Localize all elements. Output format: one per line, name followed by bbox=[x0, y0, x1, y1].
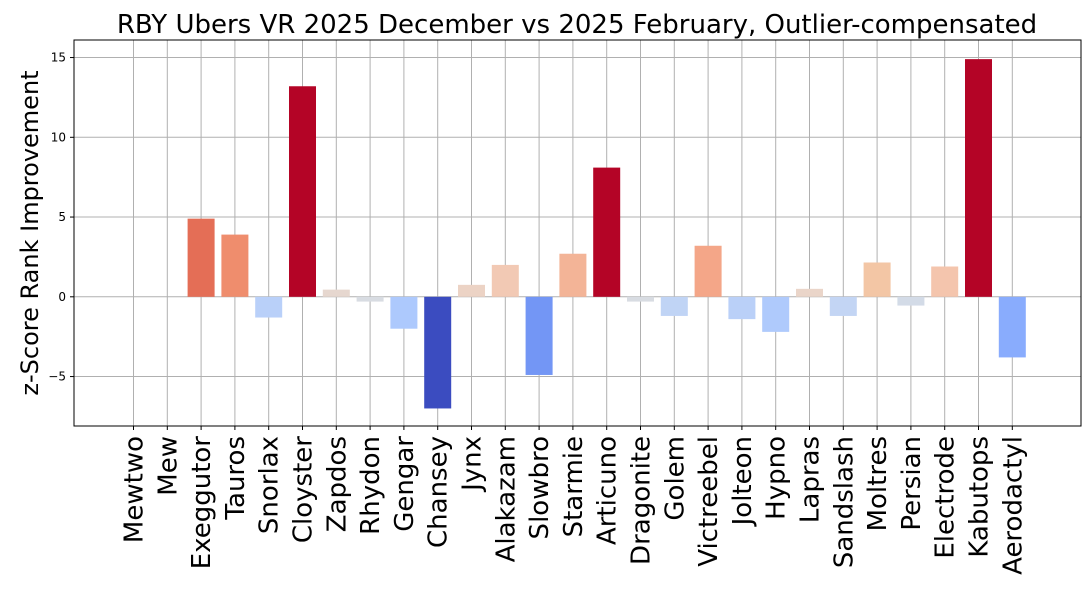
y-ticks: −5 0 5 10 15 bbox=[48, 51, 74, 384]
x-tick-label: Golem bbox=[660, 436, 690, 521]
x-tick-label: Jolteon bbox=[728, 436, 758, 527]
bar-zapdos bbox=[322, 289, 350, 297]
plot-frame bbox=[73, 39, 1082, 427]
axes-layer bbox=[73, 39, 1082, 427]
x-tick-label: Articuno bbox=[593, 436, 623, 545]
bar-alakazam bbox=[491, 264, 519, 297]
y-tick-label: 0 bbox=[58, 290, 66, 304]
x-tick-label: Persian bbox=[897, 436, 927, 531]
bar-moltres bbox=[863, 262, 891, 297]
x-tick-label: Jynx bbox=[458, 436, 488, 493]
bar-persian bbox=[897, 296, 925, 306]
x-tick-label: Starmie bbox=[559, 436, 589, 537]
x-tick-label: Kabutops bbox=[965, 436, 995, 558]
y-tick-label: 10 bbox=[51, 130, 66, 144]
y-tick-label: 5 bbox=[58, 210, 66, 224]
x-tick-label: Tauros bbox=[221, 436, 251, 521]
bar-aerodactyl bbox=[998, 296, 1026, 358]
bar-kabutops bbox=[965, 59, 992, 297]
bar-dragonite bbox=[627, 296, 654, 302]
x-tick-label: Hypno bbox=[762, 436, 792, 520]
bar-slowbro bbox=[525, 296, 553, 375]
bar-gengar bbox=[390, 296, 418, 329]
x-tick-label: Victreebel bbox=[694, 436, 724, 567]
x-tick-label: Aerodactyl bbox=[998, 436, 1028, 575]
bar-snorlax bbox=[255, 296, 283, 318]
x-tick-label: Snorlax bbox=[255, 436, 285, 534]
bar-hypno bbox=[762, 296, 790, 332]
bar-jolteon bbox=[728, 296, 756, 320]
y-tick-label: −5 bbox=[48, 370, 66, 384]
bars-layer bbox=[187, 59, 1026, 409]
x-tick-label: Exeggutor bbox=[187, 436, 217, 570]
bar-chansey bbox=[424, 296, 452, 409]
grid-layer bbox=[74, 40, 1081, 426]
x-tick-label: Slowbro bbox=[525, 436, 555, 539]
x-tick-label: Electrode bbox=[931, 436, 961, 559]
bar-tauros bbox=[221, 234, 249, 297]
x-tick-label: Rhydon bbox=[356, 436, 386, 535]
x-tick-label: Chansey bbox=[424, 436, 454, 548]
x-ticks: Mewtwo Mew Exeggutor Tauros Snorlax Cloyster Z… bbox=[120, 426, 1028, 575]
bar-jynx bbox=[458, 284, 485, 297]
x-tick-label: Lapras bbox=[796, 436, 826, 523]
chart-title: RBY Ubers VR 2025 December vs 2025 Febru… bbox=[117, 10, 1037, 40]
x-tick-label: Moltres bbox=[863, 436, 893, 531]
x-tick-label: Zapdos bbox=[322, 436, 352, 532]
bar-victreebel bbox=[694, 245, 722, 297]
x-tick-label: Cloyster bbox=[289, 436, 319, 543]
y-tick-label: 15 bbox=[51, 51, 66, 65]
bar-golem bbox=[660, 296, 688, 316]
bar-cloyster bbox=[289, 86, 316, 297]
bar-rhydon bbox=[356, 296, 384, 302]
x-tick-label: Mewtwo bbox=[120, 436, 150, 543]
bar-starmie bbox=[559, 253, 587, 297]
bar-sandslash bbox=[829, 296, 857, 316]
x-tick-label: Alakazam bbox=[491, 436, 521, 562]
bar-electrode bbox=[931, 266, 959, 297]
x-tick-label: Gengar bbox=[390, 436, 420, 532]
bar-exeggutor bbox=[187, 218, 215, 297]
bar-articuno bbox=[593, 167, 621, 297]
bar-lapras bbox=[796, 288, 823, 297]
x-tick-label: Dragonite bbox=[627, 436, 657, 565]
y-axis-label: z-Score Rank Improvement bbox=[16, 70, 44, 395]
x-tick-label: Mew bbox=[153, 436, 183, 496]
x-tick-label: Sandslash bbox=[829, 436, 859, 568]
